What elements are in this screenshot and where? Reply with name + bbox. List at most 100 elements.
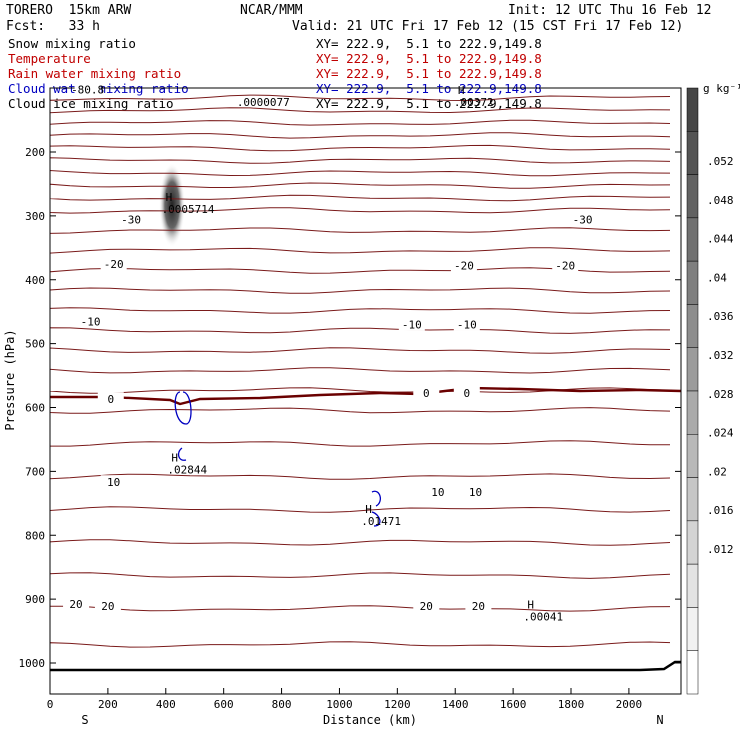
x-tick-label: 1600 [500, 698, 527, 711]
maximum-value: .00041 [523, 611, 563, 624]
colorbar-label: .04 [707, 271, 727, 284]
legend-range: XY= 222.9, 5.1 to 222.9,149.8 [316, 36, 542, 51]
colorbar-label: .036 [707, 310, 734, 323]
maximum-value: .01471 [361, 515, 401, 528]
org-label: NCAR/MMM [240, 3, 303, 18]
maximum-symbol: H [458, 84, 465, 97]
model-title: TORERO 15km ARW [6, 3, 132, 18]
colorbar-bin [686, 607, 699, 651]
colorbar-label: .032 [707, 349, 734, 362]
x-tick-label: 600 [214, 698, 234, 711]
x-tick-label: 800 [272, 698, 292, 711]
cloud-water-contour [177, 447, 187, 461]
colorbar-label: .024 [707, 427, 734, 440]
x-axis-label: Distance (km) [323, 713, 417, 727]
isotherm-line [49, 506, 671, 513]
isotherm-label: 10 [469, 486, 482, 499]
isotherm-line [49, 473, 671, 480]
y-tick-label: 600 [25, 402, 45, 415]
isotherm-label: 10 [107, 476, 120, 489]
y-axis-label: Pressure (hPa) [3, 329, 17, 430]
colorbar-bin [686, 347, 699, 392]
x-tick-label: 1200 [384, 698, 411, 711]
colorbar-label: .052 [707, 155, 734, 168]
isotherm-line [49, 207, 671, 214]
legend-name: Temperature [8, 51, 91, 66]
isotherm-line [49, 194, 671, 202]
maximum-value: .0000077 [237, 96, 290, 109]
forecast-hour: Fcst: 33 h [6, 19, 100, 34]
cloud-water-contour [371, 490, 382, 527]
isotherm-line [49, 407, 671, 414]
y-tick-label: 400 [25, 274, 45, 287]
isotherm-label: -20 [555, 260, 575, 273]
isotherm-line [49, 287, 671, 294]
valid-time: Valid: 21 UTC Fri 17 Feb 12 (15 CST Fri … [292, 19, 684, 34]
colorbar-units: g kg⁻¹ [703, 82, 740, 95]
x-axis-end-label-left: S [81, 713, 88, 727]
legend-name: Rain water mixing ratio [8, 66, 182, 81]
isotherm-label: 20 [420, 600, 433, 613]
isotherm-line [49, 572, 671, 579]
maximum-value: .02844 [167, 464, 207, 477]
isotherm-label: -20 [454, 260, 474, 273]
isotherm-label: -10 [457, 318, 477, 331]
isotherm-line [49, 132, 671, 139]
x-tick-label: 200 [98, 698, 118, 711]
maximum-value: .0005714 [162, 203, 215, 216]
colorbar-bin [686, 304, 699, 348]
isotherm-label: 20 [69, 598, 82, 611]
isotherm-label: 20 [472, 600, 485, 613]
colorbar-label: .044 [707, 233, 734, 246]
isotherm-line [49, 182, 671, 189]
terrain-line [50, 660, 681, 672]
isotherm-line [49, 94, 671, 102]
maximum-value: .00372 [454, 96, 494, 109]
isotherm-line [49, 327, 671, 334]
isotherm-label: -80.8 [71, 83, 104, 96]
isotherm-label: -30 [121, 214, 141, 227]
colorbar-bin [686, 87, 699, 132]
x-tick-label: 1400 [442, 698, 469, 711]
y-tick-label: 800 [25, 529, 45, 542]
isotherm-line [49, 539, 671, 546]
isotherm-label: -30 [573, 214, 593, 227]
snow-shading [159, 163, 185, 247]
colorbar-bin [686, 434, 699, 478]
colorbar-bin [686, 563, 699, 608]
isotherm-line [49, 144, 671, 152]
colorbar-bin [686, 520, 699, 565]
colorbar-label: .048 [707, 194, 734, 207]
maximum-symbol: H [171, 452, 178, 465]
colorbar-bin [686, 477, 699, 522]
colorbar-bin [686, 174, 699, 219]
y-tick-label: 900 [25, 593, 45, 606]
x-tick-label: 400 [156, 698, 176, 711]
isotherm-line [49, 605, 671, 612]
legend-range: XY= 222.9, 5.1 to 222.9,149.8 [316, 51, 542, 66]
y-tick-label: 300 [25, 210, 45, 223]
x-tick-label: 0 [47, 698, 54, 711]
colorbar-bin [686, 390, 699, 435]
isotherm-label: -10 [81, 315, 101, 328]
y-tick-label: 200 [25, 146, 45, 159]
cloud-water-contour [174, 391, 192, 425]
isotherm-line [49, 641, 671, 648]
colorbar-bin [686, 650, 699, 695]
colorbar-label: .012 [707, 543, 734, 556]
legend-range: XY= 222.9, 5.1 to 222.9,149.8 [316, 66, 542, 81]
colorbar-label: .02 [707, 465, 727, 478]
isotherm-label: -10 [402, 318, 422, 331]
legend-name: Snow mixing ratio [8, 36, 136, 51]
maximum-symbol: H [166, 191, 173, 204]
isotherm-line [49, 347, 671, 354]
isotherm-line [49, 157, 671, 164]
isotherm-line [49, 169, 671, 177]
isotherm-label: 0 [107, 393, 114, 406]
colorbar-bin [686, 260, 699, 305]
colorbar-label: .016 [707, 504, 734, 517]
zero-isotherm [50, 386, 682, 406]
isotherm-line [49, 119, 671, 126]
x-tick-label: 1800 [558, 698, 585, 711]
